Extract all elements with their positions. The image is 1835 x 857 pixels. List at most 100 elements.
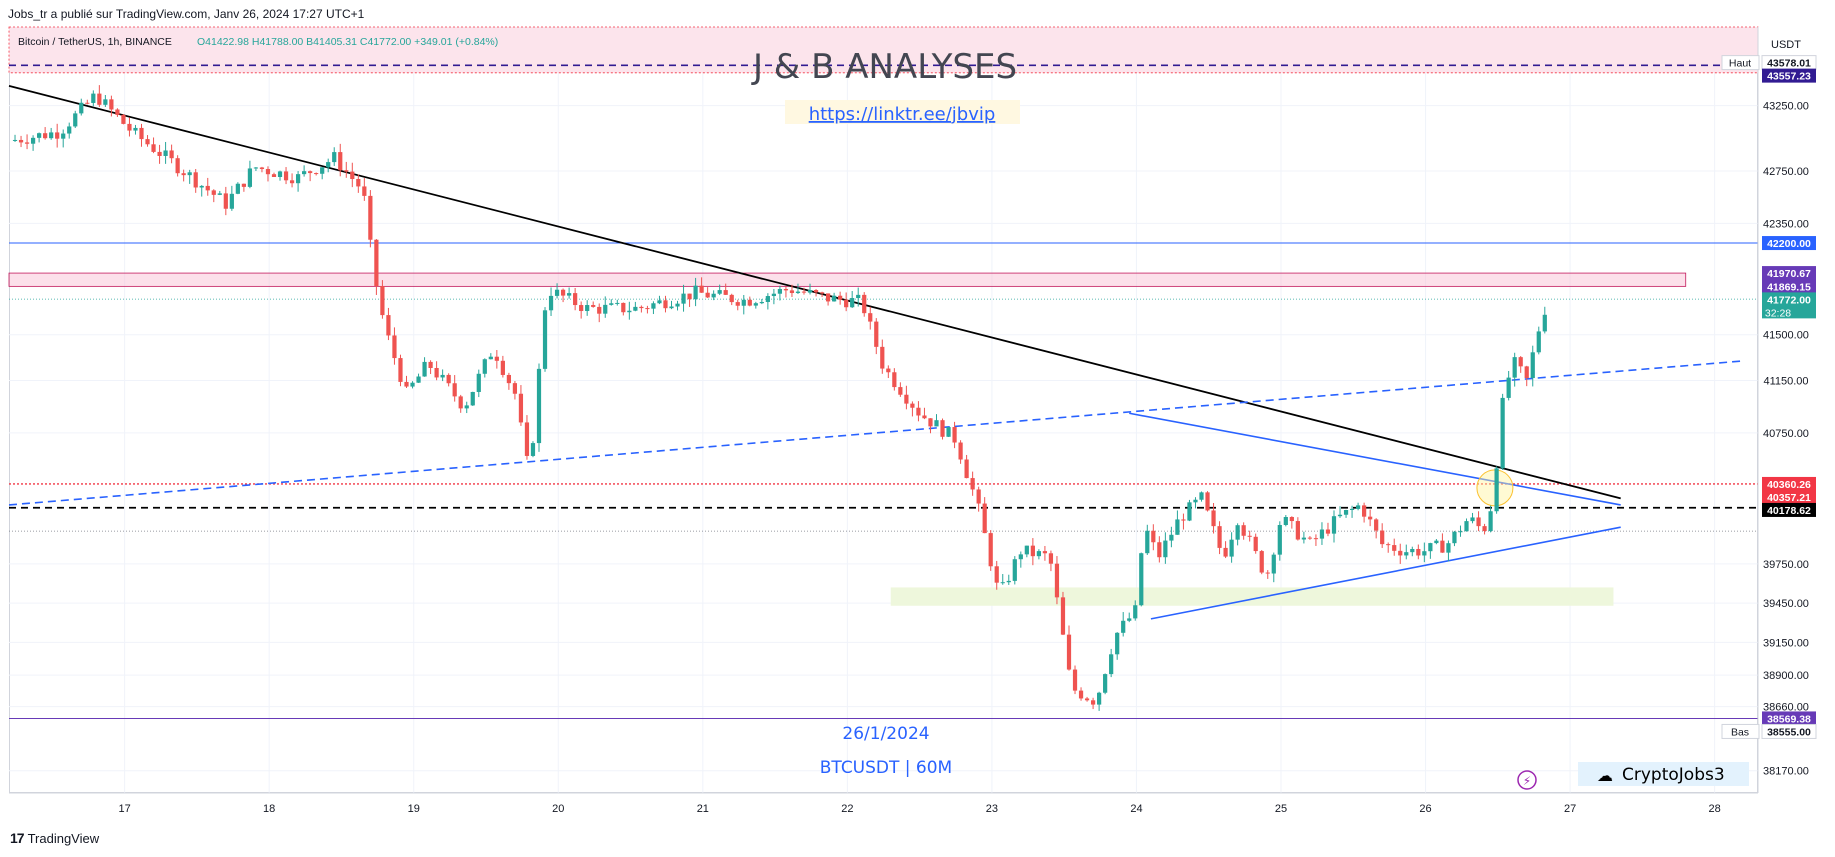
candle-body (1404, 552, 1409, 556)
candle-body (1277, 525, 1282, 555)
candle-body (1331, 516, 1337, 534)
link-highlight (785, 100, 1020, 124)
candle-body (1325, 529, 1331, 534)
candle-body (127, 123, 132, 131)
candle-body (1349, 508, 1355, 510)
currency-label[interactable]: USDT (1771, 39, 1801, 51)
candle-body (741, 299, 746, 306)
pair-timeframe-label: BTCUSDT | 60M (820, 758, 952, 778)
link-text[interactable]: https://linktr.ee/jbvip (809, 104, 996, 125)
candle-body (597, 306, 602, 314)
candle-body (1223, 547, 1228, 557)
candle-body (446, 374, 451, 384)
tag-note-box (1721, 55, 1760, 71)
candle-body (1416, 548, 1421, 556)
candle-body (1452, 531, 1457, 544)
x-tick-label: 25 (1275, 803, 1287, 815)
candle-body (115, 109, 120, 115)
candle-body (217, 193, 222, 195)
candle-body (175, 158, 180, 174)
candle-body (729, 294, 734, 303)
candle-body (1301, 537, 1306, 540)
candle-body (145, 139, 150, 145)
candle-body (1253, 536, 1258, 552)
candle-body (1217, 526, 1222, 548)
candle-body (434, 367, 439, 378)
price-tag-label: 41869.15 (1767, 281, 1811, 293)
candle-body (205, 185, 210, 191)
tag-note: Bas (1731, 726, 1749, 738)
candle-body (1078, 690, 1084, 699)
candle-body (223, 193, 228, 209)
candle-body (157, 151, 162, 156)
candle-body (1072, 669, 1078, 691)
candle-body (898, 387, 903, 395)
x-tick-label: 28 (1709, 803, 1721, 815)
candle-body (1524, 366, 1529, 379)
candle-body (199, 185, 204, 188)
candle-body (1235, 525, 1240, 540)
candle-body (1000, 582, 1005, 584)
candle-body (633, 306, 638, 311)
candle-body (844, 299, 849, 308)
y-tick-label: 38660.00 (1763, 702, 1809, 714)
candle-body (1030, 545, 1035, 557)
candle-body (1434, 540, 1439, 544)
candle-body (862, 294, 867, 314)
candle-body (1386, 544, 1391, 546)
candle-body (753, 303, 758, 306)
candle-body (18, 139, 24, 143)
candle-body (302, 171, 307, 175)
lightning-icon[interactable] (1517, 770, 1537, 790)
candle-body (332, 152, 337, 163)
candle-body (428, 361, 433, 368)
candle-body (1163, 540, 1168, 558)
candle-body (777, 289, 783, 294)
candle-body (669, 306, 674, 309)
candle-body (404, 381, 409, 387)
candle-body (187, 172, 192, 176)
price-tag-label: 38569.38 (1767, 713, 1811, 725)
watermark-box (1578, 762, 1749, 786)
y-axis[interactable]: 43250.00 42750.00 42350.00 41500.00 41150.00… (1757, 27, 1809, 793)
candle-body (723, 290, 728, 295)
candle-body (1097, 692, 1102, 705)
candle-body (1476, 517, 1481, 527)
x-axis: 17 18 19 20 21 22 23 24 25 26 27 28 (9, 792, 1758, 815)
overlay: Bitcoin / TetherUS, 1h, BINANCE O41422.9… (18, 36, 1749, 790)
candle-body (548, 295, 554, 311)
candle-body (747, 299, 752, 306)
legend-symbol: Bitcoin / TetherUS, 1h, BINANCE (18, 36, 172, 48)
price-tag-label: 40357.21 (1767, 492, 1811, 504)
candle-body (560, 289, 566, 296)
candle-body (253, 167, 259, 169)
candle-body (289, 180, 295, 184)
candle-body (1380, 530, 1385, 545)
candle-body (1259, 551, 1264, 573)
candle-body (440, 374, 445, 378)
candle-body (476, 373, 481, 392)
price-tag (1762, 68, 1816, 83)
candle-body (801, 291, 807, 293)
candle-body (458, 396, 463, 409)
candle-body (151, 144, 156, 152)
candle-body (139, 127, 144, 140)
candle-body (1458, 531, 1463, 533)
candle-body (585, 305, 590, 312)
candle-body (1054, 563, 1060, 598)
candle-body (43, 133, 48, 139)
candle-body (1127, 618, 1132, 621)
candle-body (488, 356, 493, 360)
candle-body (1090, 700, 1096, 705)
rising-dashed-trendline (8, 360, 1744, 506)
candle-body (1494, 468, 1499, 512)
candle-body (67, 126, 72, 134)
y-tick-label: 39150.00 (1763, 637, 1809, 649)
candle-body (982, 503, 987, 534)
candle-body (1006, 580, 1011, 583)
candle-body (699, 285, 704, 293)
candle-body (344, 170, 349, 172)
candle-body (518, 393, 524, 423)
date-label: 26/1/2024 (842, 724, 929, 744)
